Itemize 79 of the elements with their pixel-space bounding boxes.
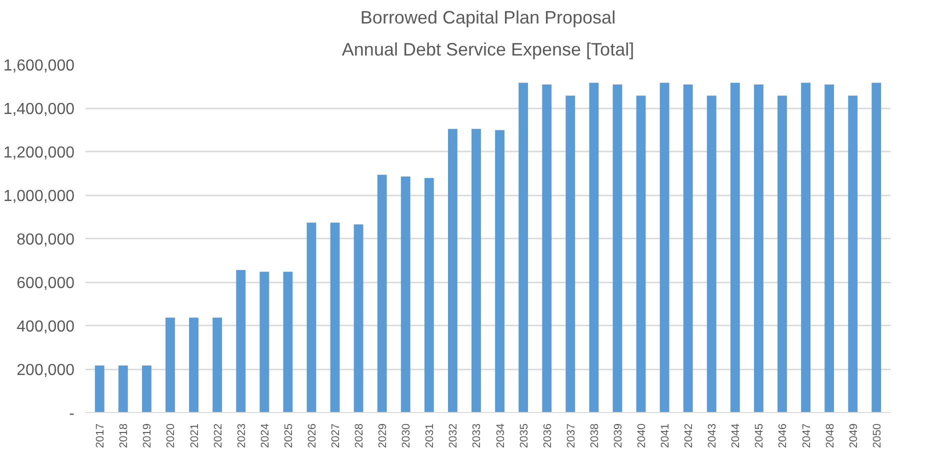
bar <box>824 84 834 412</box>
bar <box>283 272 293 412</box>
bar <box>400 176 410 412</box>
x-tick-label: 2023 <box>236 423 248 448</box>
bar <box>706 96 716 412</box>
x-tick-label: 2022 <box>212 423 224 448</box>
x-tick-label: 2027 <box>330 423 342 448</box>
chart-title: Borrowed Capital Plan Proposal <box>360 8 616 28</box>
x-tick-label: 2021 <box>188 423 201 448</box>
x-tick-label: 2039 <box>612 423 624 448</box>
x-tick-label: 2017 <box>94 423 107 448</box>
bar <box>730 82 740 412</box>
x-tick-label: 2041 <box>660 423 672 448</box>
bar <box>872 82 882 412</box>
x-tick-label: 2032 <box>448 423 460 448</box>
x-tick-label: 2044 <box>730 423 742 448</box>
bar <box>801 82 810 412</box>
bar <box>848 96 858 412</box>
bar <box>636 96 646 412</box>
y-tick-label: - <box>69 406 74 422</box>
bar <box>660 82 670 412</box>
x-tick-label: 2018 <box>118 423 130 448</box>
x-tick-label: 2042 <box>683 423 696 448</box>
x-tick-label: 2038 <box>588 423 601 448</box>
x-tick-label: 2033 <box>471 423 484 448</box>
x-tick-label: 2034 <box>494 423 507 448</box>
x-tick-label: 2037 <box>565 423 578 448</box>
x-tick-label: 2029 <box>377 423 390 448</box>
bar <box>683 84 693 412</box>
y-tick-label: 400,000 <box>16 318 75 336</box>
bar <box>260 272 270 412</box>
x-tick-label: 2035 <box>518 423 530 448</box>
x-tick-label: 2020 <box>165 423 178 448</box>
x-tick-label: 2019 <box>142 423 154 448</box>
x-tick-label: 2049 <box>848 423 860 448</box>
bar <box>118 366 128 412</box>
x-tick-label: 2046 <box>777 423 790 448</box>
bar <box>424 178 434 412</box>
bar <box>330 222 340 412</box>
bar <box>377 174 387 412</box>
x-tick-label: 2047 <box>800 423 813 448</box>
x-tick-label: 2030 <box>400 423 413 448</box>
x-tick-label: 2026 <box>306 423 318 448</box>
bar <box>495 130 504 412</box>
bar <box>166 318 175 412</box>
bar <box>778 96 787 412</box>
x-tick-label: 2036 <box>542 423 554 448</box>
bar <box>189 318 198 412</box>
y-tick-label: 200,000 <box>16 362 75 379</box>
y-tick-label: 1,200,000 <box>3 144 75 162</box>
x-tick-label: 2050 <box>871 423 884 448</box>
x-tick-label: 2043 <box>706 423 719 448</box>
y-tick-label: 1,400,000 <box>3 101 75 118</box>
bar <box>566 96 576 412</box>
y-tick-label: 1,000,000 <box>3 188 75 205</box>
bar <box>612 84 622 412</box>
x-tick-label: 2024 <box>259 423 272 448</box>
bar <box>542 84 552 412</box>
x-tick-label: 2045 <box>754 423 766 448</box>
bar <box>448 128 458 412</box>
bar <box>212 318 222 412</box>
bar <box>354 224 364 412</box>
x-tick-label: 2025 <box>282 423 295 448</box>
bar <box>94 366 104 412</box>
bar <box>518 82 528 412</box>
bar <box>306 222 316 412</box>
x-tick-label: 2040 <box>636 423 648 448</box>
x-tick-label: 2048 <box>824 423 836 448</box>
bar <box>142 366 152 412</box>
y-tick-label: 600,000 <box>16 275 75 292</box>
y-tick-label: 1,600,000 <box>3 58 75 74</box>
bar <box>472 128 481 412</box>
x-tick-label: 2031 <box>424 423 436 448</box>
x-tick-label: 2028 <box>354 423 366 448</box>
chart-subtitle: Annual Debt Service Expense [Total] <box>342 40 634 60</box>
bar <box>754 84 764 412</box>
bar <box>236 270 246 412</box>
bar <box>589 82 599 412</box>
y-tick-label: 800,000 <box>16 232 75 248</box>
